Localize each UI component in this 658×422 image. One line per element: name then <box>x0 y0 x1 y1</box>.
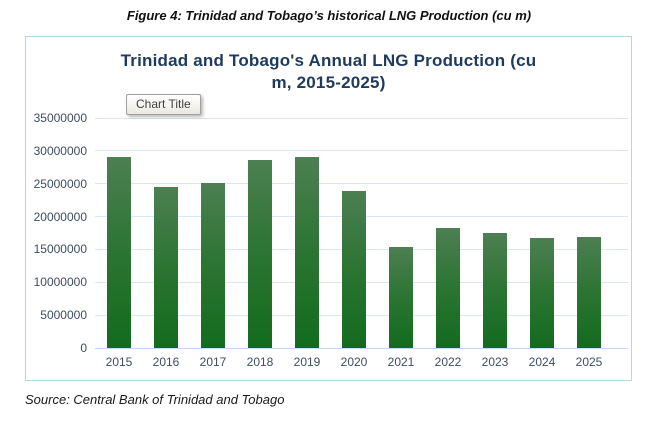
bar-2015[interactable] <box>107 156 131 348</box>
figure-caption: Figure 4: Trinidad and Tobago’s historic… <box>126 8 532 23</box>
x-tick-2017: 2017 <box>199 355 227 369</box>
bar-2021[interactable] <box>389 247 413 348</box>
bar-2022[interactable] <box>436 228 460 348</box>
gridline-25000000 <box>95 183 628 185</box>
chart-area[interactable]: Trinidad and Tobago's Annual LNG Product… <box>25 36 632 381</box>
bar-2019[interactable] <box>295 156 319 348</box>
y-tick-30000000: 30000000 <box>33 143 87 158</box>
y-tick-20000000: 20000000 <box>33 209 87 224</box>
plot-area[interactable] <box>95 117 628 349</box>
y-tick-35000000: 35000000 <box>33 111 87 125</box>
x-tick-2019: 2019 <box>293 355 321 369</box>
chart-title[interactable]: Trinidad and Tobago's Annual LNG Product… <box>26 50 631 94</box>
x-tick-2024: 2024 <box>528 355 556 369</box>
bar-2023[interactable] <box>483 233 507 348</box>
x-tick-2025: 2025 <box>575 355 603 369</box>
x-tick-2023: 2023 <box>481 355 509 369</box>
chart-title-line-2: m, 2015-2025) <box>271 73 386 92</box>
y-tick-25000000: 25000000 <box>33 176 87 191</box>
source-text: Source: Central Bank of Trinidad and Tob… <box>25 392 285 407</box>
tooltip-label: Chart Title <box>136 97 191 111</box>
x-tick-2021: 2021 <box>387 355 415 369</box>
bar-2018[interactable] <box>248 160 272 348</box>
x-tick-2022: 2022 <box>434 355 462 369</box>
y-tick-0: 0 <box>80 341 87 355</box>
gridline-35000000 <box>95 117 628 119</box>
bar-2025[interactable] <box>577 236 601 348</box>
x-tick-2020: 2020 <box>340 355 368 369</box>
bar-2017[interactable] <box>201 183 225 348</box>
x-tick-2018: 2018 <box>246 355 274 369</box>
y-tick-10000000: 10000000 <box>33 275 87 290</box>
bar-2020[interactable] <box>342 190 366 348</box>
x-tick-2015: 2015 <box>105 355 133 369</box>
x-axis-line <box>95 348 628 349</box>
y-tick-5000000: 5000000 <box>40 308 87 323</box>
bar-2016[interactable] <box>154 187 178 348</box>
chart-title-line-1: Trinidad and Tobago's Annual LNG Product… <box>120 51 537 70</box>
x-tick-2016: 2016 <box>152 355 180 369</box>
chart-title-tooltip: Chart Title <box>126 94 201 115</box>
gridline-30000000 <box>95 150 628 152</box>
y-tick-15000000: 15000000 <box>33 242 87 257</box>
bar-2024[interactable] <box>530 237 554 348</box>
